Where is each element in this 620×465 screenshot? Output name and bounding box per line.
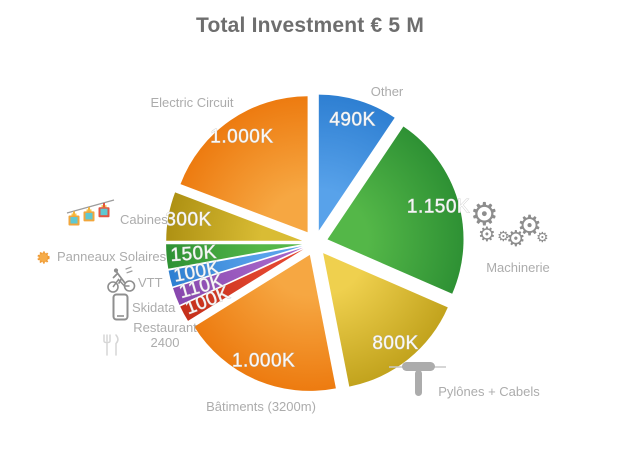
sun-icon xyxy=(37,251,50,264)
cutlery-icon xyxy=(103,334,119,356)
slice-label-vtt: VTT xyxy=(138,275,163,290)
pie-value-label: 800K xyxy=(372,333,418,354)
pie-slice-b-timents-3200m-[interactable] xyxy=(194,254,336,391)
gear-glyph: ⚙ xyxy=(497,229,510,245)
slice-label-panneaux-solaires: Panneaux Solaires xyxy=(57,249,167,264)
pylon-icon xyxy=(389,362,446,396)
pie-slice-cabines[interactable] xyxy=(166,192,303,241)
slice-label-restaurant: Restaurant 2400 xyxy=(133,320,197,350)
smartphone-icon xyxy=(112,293,129,321)
pie-value-label: 1.150K xyxy=(407,197,470,218)
pie-value-label: 150K xyxy=(170,242,218,266)
restaurant-label-line1: Restaurant xyxy=(133,320,197,335)
gondola xyxy=(68,211,80,226)
slice-label-other: Other xyxy=(370,84,404,99)
gear-glyph: ⚙ xyxy=(536,230,549,246)
pie-slice-electric-circuit[interactable] xyxy=(180,96,308,233)
mountain-bike-icon xyxy=(107,266,136,293)
cable-car-icon xyxy=(66,199,115,226)
pie-slice-skidata[interactable] xyxy=(173,247,303,305)
gear-glyph: ⚙ xyxy=(478,222,496,246)
pie-value-label: 490K xyxy=(329,110,375,131)
chart-title: Total Investment € 5 M xyxy=(195,14,425,37)
pie-slice-other[interactable] xyxy=(318,94,395,231)
pie-value-label: 1.000K xyxy=(232,350,295,371)
pie-slice-machinerie[interactable] xyxy=(327,126,464,294)
pie-slice-vtt[interactable] xyxy=(168,246,303,287)
restaurant-label-line2: 2400 xyxy=(150,335,180,350)
gondola xyxy=(98,203,110,218)
gear-glyph: ⚙ xyxy=(506,227,526,252)
slice-label-batiments: Bâtiments (3200m) xyxy=(206,399,316,414)
pie-slice-pyl-nes-cabels[interactable] xyxy=(323,253,448,387)
gear-glyph: ⚙ xyxy=(470,195,499,233)
gears-icon: ⚙ ⚙ ⚙ ⚙ ⚙ ⚙ xyxy=(470,198,552,260)
slice-label-cabines: Cabines xyxy=(120,212,168,227)
gear-glyph: ⚙ xyxy=(517,209,543,242)
slice-label-pylones-cabels: Pylônes + Cabels xyxy=(438,384,540,399)
pie-slice-restaurant-2400[interactable] xyxy=(180,249,304,321)
pie-value-label: 300K xyxy=(165,209,211,230)
pie-value-label: 1.000K xyxy=(210,127,273,148)
slice-label-machinerie: Machinerie xyxy=(486,260,550,275)
gondola xyxy=(83,207,95,222)
slice-label-skidata: Skidata xyxy=(132,300,176,315)
pie-slice-panneaux-solaires[interactable] xyxy=(166,244,303,269)
slice-label-electric-circuit: Electric Circuit xyxy=(150,95,234,110)
